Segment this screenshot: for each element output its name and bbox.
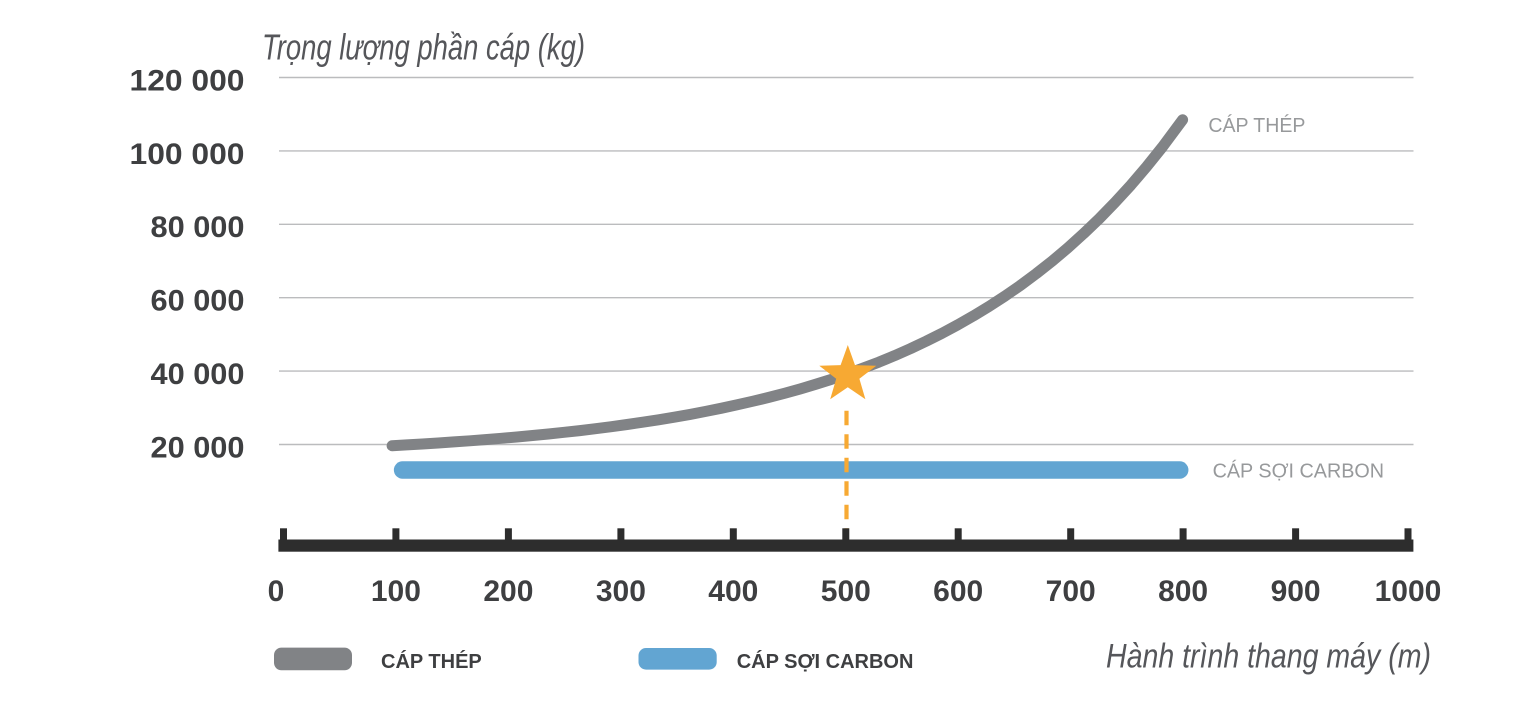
svg-text:40 000: 40 000 xyxy=(151,358,245,391)
svg-text:Hành trình thang máy (m): Hành trình thang máy (m) xyxy=(1106,638,1431,676)
svg-text:Trọng lượng phần cáp (kg): Trọng lượng phần cáp (kg) xyxy=(262,27,585,68)
svg-text:CÁP THÉP: CÁP THÉP xyxy=(1208,114,1305,137)
svg-text:400: 400 xyxy=(708,575,758,608)
svg-text:100 000: 100 000 xyxy=(130,138,245,171)
svg-text:1000: 1000 xyxy=(1375,575,1442,608)
svg-text:700: 700 xyxy=(1046,575,1096,608)
svg-text:80 000: 80 000 xyxy=(151,211,245,244)
svg-text:20 000: 20 000 xyxy=(151,431,245,464)
svg-text:500: 500 xyxy=(821,575,871,608)
svg-text:200: 200 xyxy=(483,575,533,608)
svg-text:0: 0 xyxy=(268,575,285,608)
svg-text:CÁP SỢI CARBON: CÁP SỢI CARBON xyxy=(1213,459,1385,482)
svg-text:60 000: 60 000 xyxy=(151,285,245,318)
svg-text:900: 900 xyxy=(1271,575,1321,608)
svg-text:800: 800 xyxy=(1158,575,1208,608)
svg-text:120 000: 120 000 xyxy=(130,64,245,97)
svg-text:CÁP THÉP: CÁP THÉP xyxy=(381,650,482,673)
svg-text:300: 300 xyxy=(596,575,646,608)
svg-text:CÁP SỢI CARBON: CÁP SỢI CARBON xyxy=(737,650,914,673)
svg-text:100: 100 xyxy=(371,575,421,608)
svg-text:600: 600 xyxy=(933,575,983,608)
